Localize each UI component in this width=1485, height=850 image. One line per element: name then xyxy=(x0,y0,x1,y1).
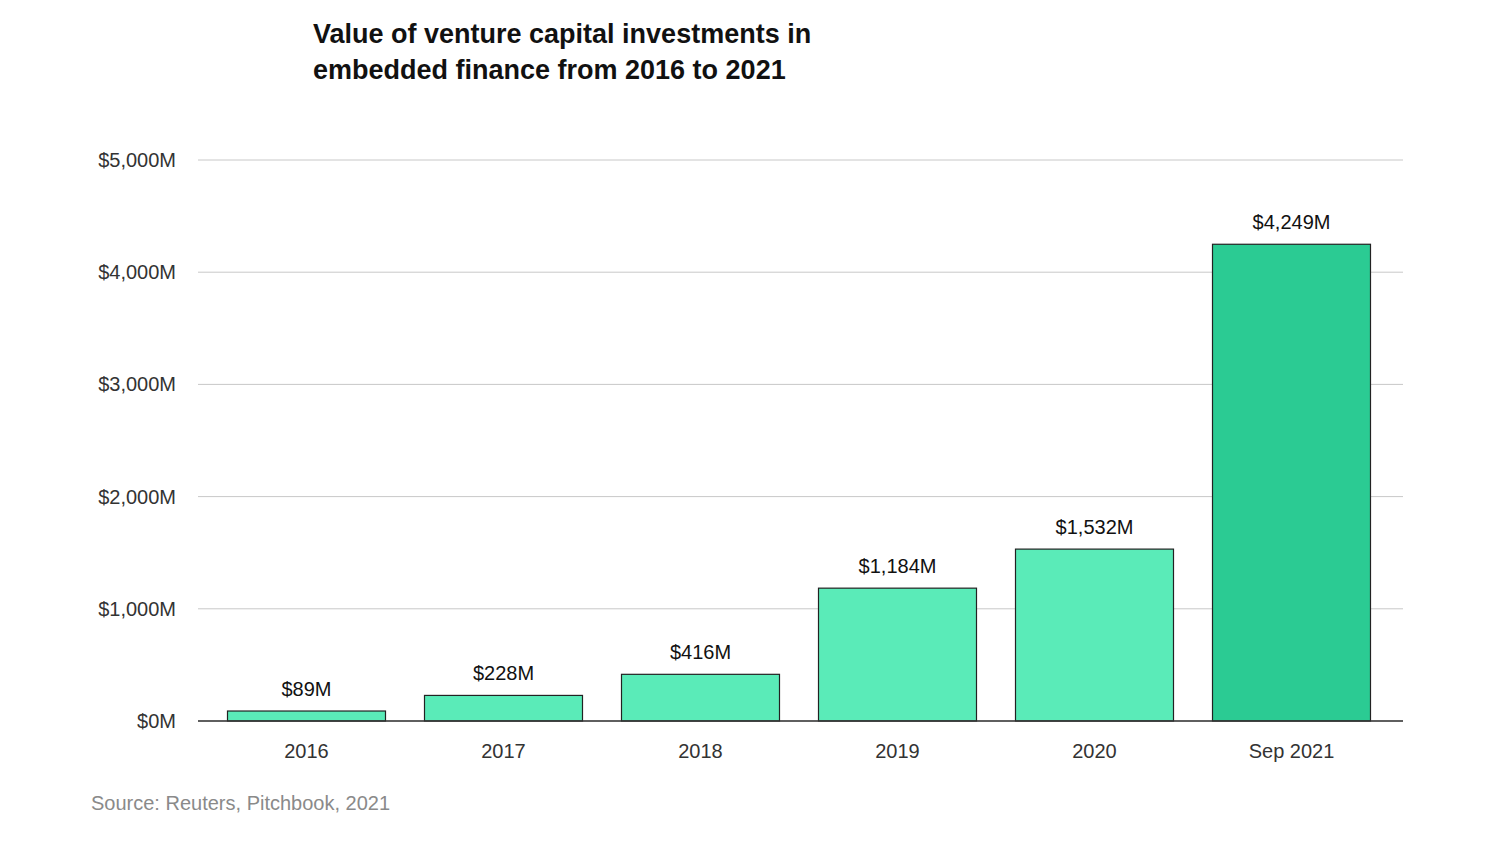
y-tick-label: $2,000M xyxy=(98,486,176,508)
x-axis-line xyxy=(198,720,1403,722)
y-tick-label: $3,000M xyxy=(98,373,176,395)
grid-line xyxy=(198,721,1403,722)
bar xyxy=(1213,244,1371,721)
x-tick-label: 2019 xyxy=(875,740,920,762)
data-label: $1,184M xyxy=(859,555,937,577)
y-tick-label: $1,000M xyxy=(98,598,176,620)
data-label: $228M xyxy=(473,662,534,684)
source-note: Source: Reuters, Pitchbook, 2021 xyxy=(91,792,390,815)
x-tick-label: 2020 xyxy=(1072,740,1117,762)
chart-title: Value of venture capital investments in … xyxy=(313,16,903,88)
bar xyxy=(622,674,780,721)
y-tick-label: $0M xyxy=(137,710,176,732)
chart-area: $0M $1,000M $2,000M $3,000M $4,000M $5,000M $8… xyxy=(0,0,1485,850)
data-label: $4,249M xyxy=(1253,211,1331,233)
x-tick-label: 2018 xyxy=(678,740,723,762)
y-tick-label: $4,000M xyxy=(98,261,176,283)
bar xyxy=(228,711,386,721)
bar xyxy=(1016,549,1174,721)
x-tick-label: 2016 xyxy=(284,740,329,762)
data-label: $416M xyxy=(670,641,731,663)
data-label: $89M xyxy=(281,678,331,700)
x-tick-label: Sep 2021 xyxy=(1249,740,1335,762)
bar xyxy=(425,695,583,721)
bar xyxy=(819,588,977,721)
y-tick-label: $5,000M xyxy=(98,149,176,171)
data-label: $1,532M xyxy=(1056,516,1134,538)
x-tick-label: 2017 xyxy=(481,740,526,762)
grid-line xyxy=(198,160,1403,161)
